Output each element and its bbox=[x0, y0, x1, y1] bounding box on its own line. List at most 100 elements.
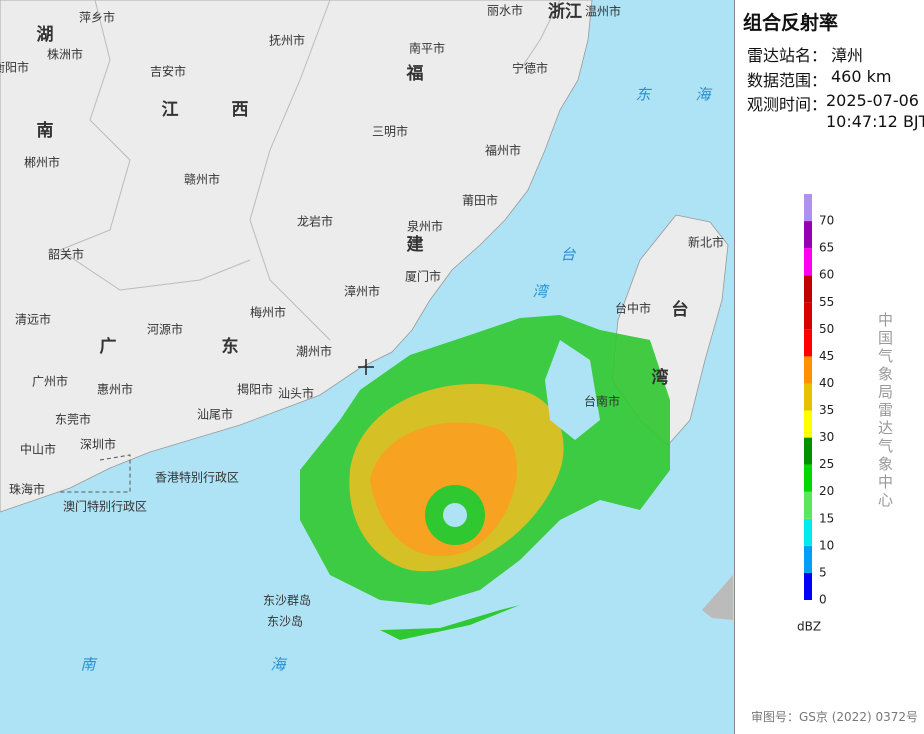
province-label: 西 bbox=[232, 100, 249, 120]
city-label: 台南市 bbox=[584, 394, 620, 409]
city-label: 新北市 bbox=[688, 235, 724, 250]
province-label: 福 bbox=[406, 63, 424, 84]
colorbar-segment bbox=[804, 248, 812, 276]
colorbar-tick-label: 40 bbox=[819, 376, 834, 390]
colorbar-segment bbox=[804, 491, 812, 519]
city-label: 梅州市 bbox=[250, 305, 286, 320]
city-label: 龙岩市 bbox=[297, 214, 333, 229]
city-label: 河源市 bbox=[147, 322, 183, 337]
colorbar-tick-label: 70 bbox=[819, 214, 834, 228]
province-label: 江 bbox=[162, 100, 179, 120]
city-label: 南平市 bbox=[409, 41, 445, 56]
city-label: 莆田市 bbox=[462, 193, 498, 208]
colorbar-unit: dBZ bbox=[797, 620, 821, 634]
colorbar-segment bbox=[804, 437, 812, 465]
city-label: 郴州市 bbox=[24, 155, 60, 170]
sea-label: 东 bbox=[635, 86, 652, 104]
city-label: 萍乡市 bbox=[79, 10, 115, 25]
sea-label: 台 bbox=[560, 246, 576, 264]
range: 460 km bbox=[831, 67, 892, 86]
region-label: 澳门特别行政区 bbox=[63, 499, 147, 514]
province-label: 南 bbox=[37, 120, 54, 141]
date: 2025-07-06 bbox=[826, 91, 919, 110]
colorbar-tick-label: 0 bbox=[819, 593, 827, 607]
city-label: 吉安市 bbox=[150, 64, 186, 79]
province-label: 台 bbox=[672, 299, 689, 320]
colorbar-tick-label: 10 bbox=[819, 538, 834, 552]
region-label: 东沙群岛 bbox=[263, 593, 311, 608]
colorbar-segment bbox=[804, 329, 812, 357]
province-label: 广 bbox=[100, 336, 117, 357]
time: 10:47:12 BJT bbox=[826, 112, 924, 131]
sar-boundary bbox=[60, 454, 131, 493]
panel-title: 组合反射率 bbox=[743, 12, 839, 34]
city-label: 赣州市 bbox=[184, 172, 220, 187]
colorbar-tick-label: 50 bbox=[819, 322, 834, 336]
city-label: 珠海市 bbox=[9, 482, 45, 497]
radar-echo bbox=[300, 315, 670, 640]
city-label: 清远市 bbox=[15, 312, 51, 327]
colorbar-segment bbox=[804, 572, 812, 600]
colorbar-segment bbox=[804, 194, 812, 222]
province-label: 湖 bbox=[37, 25, 54, 45]
city-label: 衡阳市 bbox=[0, 60, 29, 75]
colorbar-tick-label: 20 bbox=[819, 484, 834, 498]
city-label: 泉州市 bbox=[407, 219, 443, 234]
colorbar-tick-label: 5 bbox=[819, 565, 827, 579]
sea-label: 海 bbox=[695, 86, 712, 104]
colorbar: 0 5 10 15 20 25 30 35 40 45 50 55 60 65 70 dBZ bbox=[797, 194, 834, 634]
colorbar-tick-label: 25 bbox=[819, 457, 834, 471]
colorbar-tick-label: 35 bbox=[819, 403, 834, 417]
info-panel: 组合反射率 雷达站名： 漳州 数据范围： 460 km 观测时间： 2025-0… bbox=[734, 0, 924, 734]
city-label: 东莞市 bbox=[55, 412, 91, 427]
city-label: 福州市 bbox=[485, 143, 521, 158]
colorbar-tick-label: 30 bbox=[819, 430, 834, 444]
sea-label: 海 bbox=[270, 656, 287, 674]
province-label: 湾 bbox=[652, 367, 669, 388]
city-label: 揭阳市 bbox=[237, 382, 273, 397]
city-label: 丽水市 bbox=[487, 3, 523, 18]
city-label: 抚州市 bbox=[269, 33, 305, 48]
mainland bbox=[0, 0, 593, 513]
colorbar-segment bbox=[804, 545, 812, 573]
city-label: 汕头市 bbox=[278, 386, 314, 401]
station-label: 雷达站名： bbox=[747, 46, 828, 65]
city-label: 宁德市 bbox=[512, 61, 548, 76]
colorbar-segment bbox=[804, 464, 812, 492]
sea-label: 湾 bbox=[532, 283, 550, 301]
colorbar-segment bbox=[804, 275, 812, 303]
region-label: 东沙岛 bbox=[267, 614, 303, 629]
region-label: 香港特别行政区 bbox=[155, 470, 239, 485]
city-label: 韶关市 bbox=[48, 247, 84, 262]
radar-station bbox=[358, 359, 374, 375]
province-label: 浙江 bbox=[548, 1, 582, 22]
province-label: 东 bbox=[222, 336, 239, 357]
city-label: 厦门市 bbox=[405, 269, 441, 284]
colorbar-segment bbox=[804, 302, 812, 330]
colorbar-segment bbox=[804, 221, 812, 249]
time-label: 观测时间： bbox=[747, 95, 828, 114]
colorbar-segment bbox=[804, 356, 812, 384]
city-label: 漳州市 bbox=[344, 284, 380, 299]
colorbar-segment bbox=[804, 410, 812, 438]
approval: 审图号：GS京 (2022) 0372号 bbox=[751, 710, 918, 724]
colorbar-tick-label: 65 bbox=[819, 241, 834, 255]
range-label: 数据范围： bbox=[747, 71, 828, 90]
province-label: 建 bbox=[407, 234, 424, 255]
city-label: 广州市 bbox=[32, 374, 68, 389]
city-label: 中山市 bbox=[20, 442, 56, 457]
colorbar-tick-label: 15 bbox=[819, 511, 834, 525]
boundaries bbox=[59, 0, 561, 341]
city-label: 温州市 bbox=[585, 4, 621, 19]
colorbar-segment bbox=[804, 518, 812, 546]
colorbar-tick-label: 60 bbox=[819, 268, 834, 282]
station: 漳州 bbox=[831, 46, 864, 65]
colorbar-tick-label: 45 bbox=[819, 349, 834, 363]
city-label: 潮州市 bbox=[296, 344, 332, 359]
colorbar-segment bbox=[804, 383, 812, 411]
agency: 中国气象局雷达气象中心 bbox=[876, 312, 894, 510]
city-label: 三明市 bbox=[372, 124, 408, 139]
city-label: 深圳市 bbox=[80, 437, 116, 452]
